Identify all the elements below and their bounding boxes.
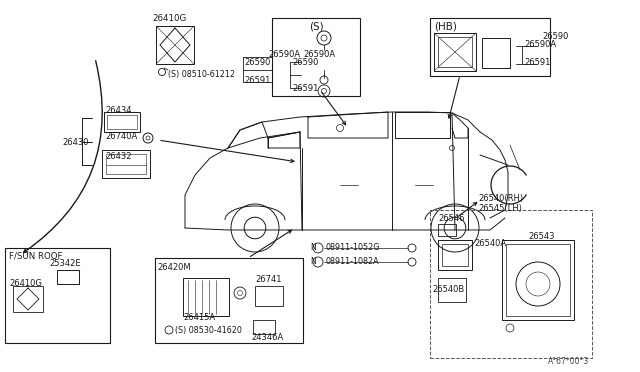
- Text: 26410G: 26410G: [9, 279, 42, 289]
- Text: 26540A: 26540A: [474, 240, 506, 248]
- Bar: [183, 278, 229, 316]
- Text: (HB): (HB): [434, 21, 457, 31]
- Bar: [438, 278, 466, 302]
- Bar: [155, 258, 303, 343]
- Text: N: N: [310, 257, 316, 266]
- Text: (S) 08530-41620: (S) 08530-41620: [175, 327, 242, 336]
- Bar: [438, 224, 456, 236]
- Bar: [255, 286, 283, 306]
- Text: 26545(LH): 26545(LH): [478, 203, 522, 212]
- Text: 26591: 26591: [524, 58, 550, 67]
- Text: 26741: 26741: [255, 276, 282, 285]
- Text: 26590: 26590: [542, 32, 568, 41]
- Bar: [106, 154, 146, 174]
- Bar: [272, 18, 360, 96]
- Text: 26543: 26543: [528, 231, 554, 241]
- Bar: [438, 240, 472, 270]
- Bar: [430, 18, 550, 76]
- FancyArrowPatch shape: [448, 78, 460, 118]
- Bar: [502, 240, 574, 320]
- Bar: [107, 115, 137, 129]
- Bar: [57, 270, 79, 284]
- Text: 26540B: 26540B: [432, 285, 464, 295]
- Bar: [438, 37, 472, 67]
- Text: 08911-1082A: 08911-1082A: [326, 257, 380, 266]
- Bar: [430, 210, 592, 358]
- FancyArrowPatch shape: [24, 61, 102, 253]
- Text: 26590A: 26590A: [303, 49, 335, 58]
- Text: 26434: 26434: [105, 106, 131, 115]
- Text: 26591: 26591: [244, 76, 270, 84]
- Bar: [442, 244, 468, 266]
- Bar: [13, 286, 43, 312]
- Text: (S): (S): [308, 21, 323, 31]
- Bar: [482, 38, 510, 68]
- FancyArrowPatch shape: [250, 230, 292, 257]
- Text: 26590: 26590: [244, 58, 270, 67]
- Text: 26540(RH): 26540(RH): [478, 193, 523, 202]
- Bar: [102, 150, 150, 178]
- Text: 08911-1052G: 08911-1052G: [326, 244, 381, 253]
- Bar: [156, 26, 194, 64]
- Text: A°67*00°3: A°67*00°3: [548, 357, 589, 366]
- Bar: [5, 248, 110, 343]
- Bar: [104, 112, 140, 132]
- Text: 26740A: 26740A: [105, 131, 137, 141]
- Text: 24346A: 24346A: [251, 334, 284, 343]
- Bar: [434, 33, 476, 71]
- Text: (S) 08510-61212: (S) 08510-61212: [168, 70, 235, 78]
- Text: 26410G: 26410G: [152, 13, 186, 22]
- Text: 26590A: 26590A: [524, 39, 556, 48]
- Text: 26546: 26546: [438, 214, 465, 222]
- Text: 26590: 26590: [292, 58, 318, 67]
- FancyArrowPatch shape: [458, 202, 477, 217]
- Text: N: N: [310, 244, 316, 253]
- FancyArrowPatch shape: [161, 141, 294, 163]
- Text: 26415A: 26415A: [183, 314, 215, 323]
- FancyArrowPatch shape: [322, 92, 346, 125]
- Bar: [506, 244, 570, 316]
- Bar: [253, 320, 275, 334]
- Text: 26420M: 26420M: [157, 263, 191, 273]
- Text: 26432: 26432: [105, 151, 131, 160]
- Text: F/SUN ROOF: F/SUN ROOF: [9, 251, 63, 260]
- Text: 26591: 26591: [292, 83, 318, 93]
- Text: 26590A: 26590A: [268, 49, 300, 58]
- Text: 26430: 26430: [62, 138, 88, 147]
- Text: 25342E: 25342E: [49, 260, 81, 269]
